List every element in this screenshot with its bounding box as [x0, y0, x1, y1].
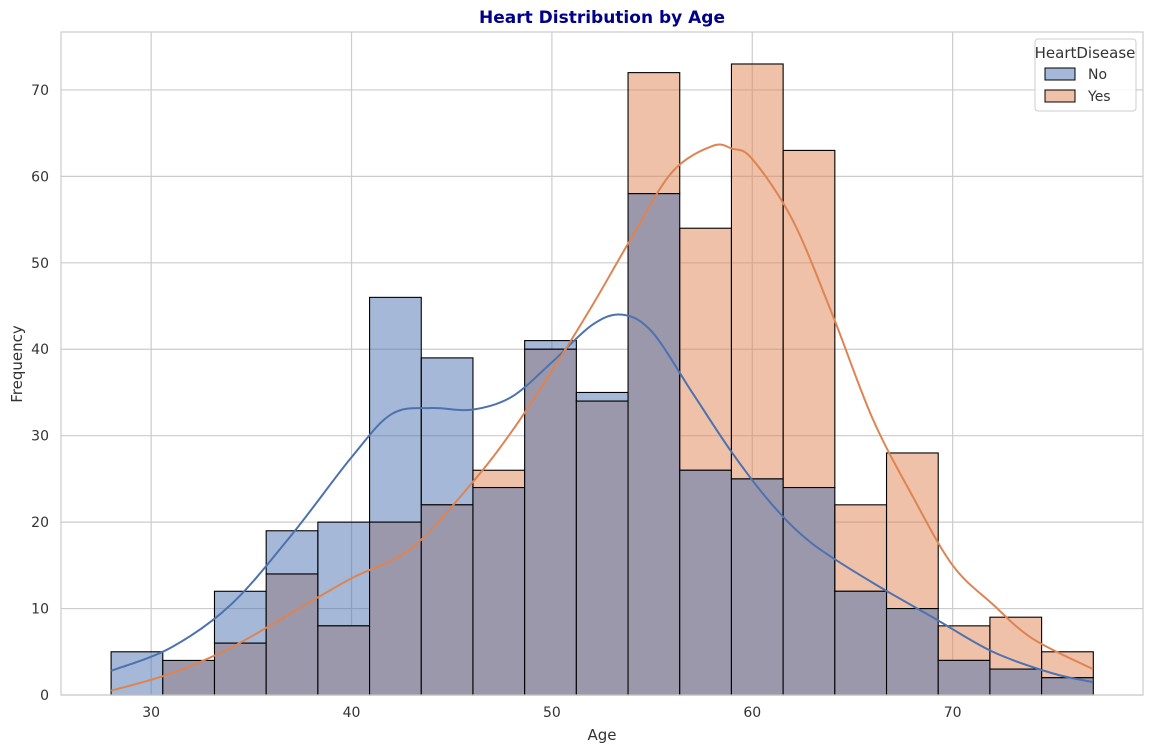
- y-tick-label: 10: [31, 602, 49, 618]
- kde-curves: [110, 143, 1094, 692]
- bar-no: [369, 296, 422, 523]
- kde-curve-no: [110, 313, 1094, 684]
- y-tick-label: 0: [40, 688, 49, 704]
- legend-label-no: No: [1088, 67, 1107, 83]
- bar-overlap: [679, 469, 732, 696]
- bar-overlap: [369, 521, 422, 696]
- bar-overlap: [472, 486, 526, 696]
- bar-no: [265, 530, 319, 575]
- bar-yes: [730, 63, 784, 480]
- bar-overlap: [834, 590, 888, 696]
- axis-ticks: 30 40 50 60 70 0 10 20 30 40 50 60 70: [31, 83, 961, 721]
- legend-label-yes: Yes: [1087, 89, 1111, 105]
- x-tick-label: 70: [944, 705, 962, 721]
- kde-curve-yes: [110, 143, 1094, 692]
- bar-yes: [937, 625, 991, 661]
- bar-overlap: [885, 608, 939, 696]
- bar-no: [213, 590, 267, 644]
- histogram-bars: [110, 63, 1094, 696]
- bar-yes: [834, 504, 888, 592]
- legend: HeartDisease No Yes: [1034, 38, 1137, 112]
- y-tick-label: 50: [31, 256, 49, 272]
- x-axis-title: Age: [587, 726, 616, 744]
- bar-yes: [885, 452, 939, 610]
- bar-overlap: [265, 573, 319, 696]
- bar-overlap: [317, 625, 371, 696]
- x-tick-label: 30: [142, 705, 160, 721]
- bar-overlap: [627, 193, 681, 696]
- chart-title: Heart Distribution by Age: [479, 8, 725, 28]
- bar-no: [420, 357, 474, 506]
- bar-overlap: [420, 504, 474, 696]
- x-tick-label: 60: [743, 705, 761, 721]
- x-tick-label: 50: [543, 705, 561, 721]
- legend-swatch-no: [1044, 67, 1076, 81]
- bar-no: [575, 391, 629, 402]
- legend-title: HeartDisease: [1035, 44, 1136, 62]
- y-tick-label: 60: [31, 169, 49, 185]
- legend-swatch-yes: [1044, 89, 1076, 103]
- bar-overlap: [782, 486, 836, 696]
- y-tick-label: 30: [31, 429, 49, 445]
- bar-overlap: [989, 668, 1043, 696]
- bar-overlap: [730, 478, 784, 696]
- bar-yes: [627, 72, 681, 195]
- y-tick-label: 20: [31, 515, 49, 531]
- bar-overlap: [937, 659, 991, 696]
- bar-overlap: [162, 659, 216, 696]
- bar-overlap: [575, 400, 629, 696]
- y-axis-title: Frequency: [8, 325, 26, 403]
- plot-frame: [60, 31, 1144, 696]
- bar-yes: [782, 149, 836, 489]
- y-tick-label: 70: [31, 83, 49, 99]
- y-tick-label: 40: [31, 342, 49, 358]
- x-tick-label: 40: [343, 705, 361, 721]
- bar-yes: [679, 227, 732, 471]
- bar-overlap: [524, 348, 577, 696]
